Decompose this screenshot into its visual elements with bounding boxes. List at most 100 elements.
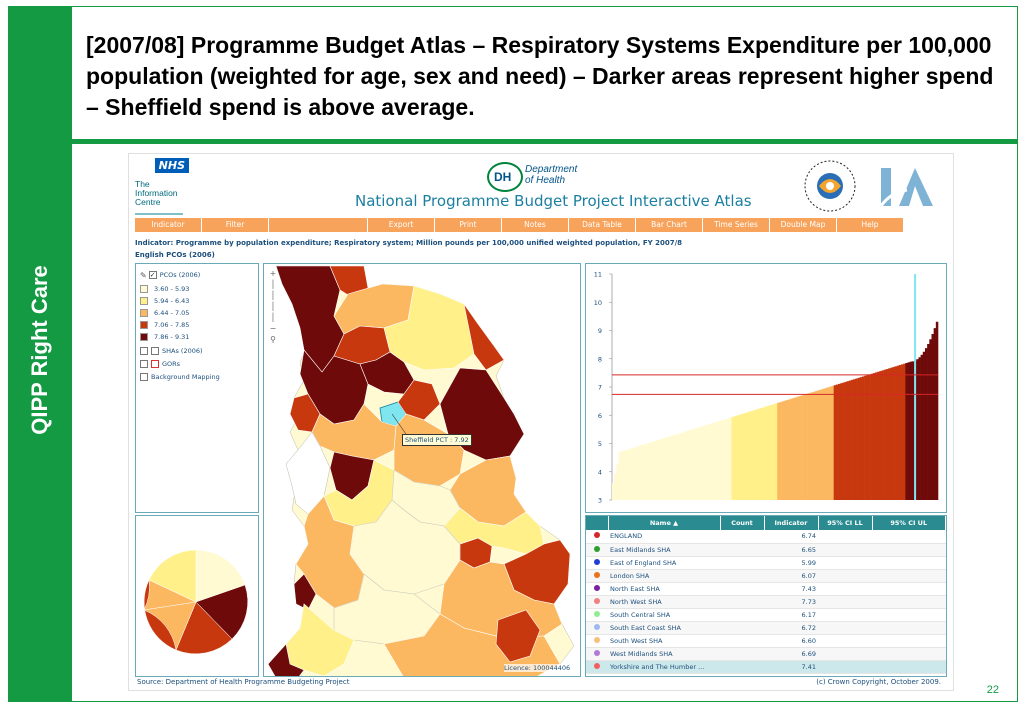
bar[interactable] (714, 422, 717, 500)
column-header-count[interactable]: Count (720, 516, 765, 530)
bar[interactable] (818, 389, 821, 500)
pencil-icon[interactable]: ✎ (140, 270, 147, 280)
bar[interactable] (764, 406, 767, 500)
bar[interactable] (735, 415, 739, 500)
column-header-name[interactable]: Name ▲ (608, 516, 721, 530)
bar[interactable] (792, 398, 795, 500)
bar[interactable] (664, 437, 667, 500)
bar[interactable] (705, 424, 708, 500)
bar[interactable] (761, 407, 765, 500)
bar[interactable] (698, 427, 702, 500)
column-header-ci-ll[interactable]: 95% CI LL (818, 516, 873, 530)
bar[interactable] (733, 416, 737, 500)
legend-layer-background[interactable]: Background Mapping (140, 372, 220, 382)
zoom-slider[interactable]: │ (270, 291, 276, 300)
bar[interactable] (616, 464, 619, 500)
bar[interactable] (753, 410, 756, 500)
menu-filter[interactable]: Filter (202, 218, 268, 232)
bar[interactable] (772, 404, 776, 500)
bar[interactable] (870, 373, 874, 500)
bar[interactable] (627, 449, 630, 500)
bar[interactable] (701, 426, 704, 500)
bar[interactable] (853, 379, 856, 500)
bar[interactable] (612, 483, 615, 500)
menu-double-map[interactable]: Double Map (770, 218, 836, 232)
bar[interactable] (679, 433, 682, 500)
bar[interactable] (668, 436, 671, 500)
highlight-bar[interactable] (914, 274, 917, 500)
bar[interactable] (625, 449, 628, 500)
menu-bar-chart[interactable]: Bar Chart (636, 218, 702, 232)
bar[interactable] (681, 432, 685, 500)
bar[interactable] (890, 367, 893, 500)
table-row[interactable]: East of England SHA 5.99 (586, 556, 946, 570)
bar[interactable] (620, 451, 624, 500)
menu-help[interactable]: Help (837, 218, 903, 232)
bar[interactable] (777, 402, 780, 500)
legend-layer-row[interactable]: ✎ ✓ PCOs (2006) (140, 270, 200, 280)
table-row[interactable]: East Midlands SHA 6.65 (586, 543, 946, 557)
bar[interactable] (685, 431, 689, 500)
bar[interactable] (874, 372, 878, 500)
column-header-ci-ul[interactable]: 95% CI UL (872, 516, 946, 530)
menu-time-series[interactable]: Time Series (703, 218, 769, 232)
bar[interactable] (672, 435, 676, 500)
bar[interactable] (855, 378, 858, 500)
bar[interactable] (911, 361, 915, 500)
bar[interactable] (846, 381, 850, 500)
region-area[interactable] (495, 609, 541, 663)
bar[interactable] (877, 371, 880, 500)
bar[interactable] (646, 443, 650, 500)
checkbox[interactable] (140, 373, 148, 381)
bar[interactable] (657, 439, 661, 500)
bar[interactable] (927, 343, 930, 500)
bar[interactable] (907, 362, 911, 500)
bar[interactable] (820, 389, 824, 500)
zoom-in-icon[interactable]: + (269, 269, 277, 278)
bar[interactable] (848, 380, 852, 500)
bar[interactable] (720, 420, 724, 500)
bar[interactable] (833, 385, 837, 500)
bar[interactable] (827, 387, 830, 500)
column-header-indicator[interactable]: Indicator (764, 516, 819, 530)
bar[interactable] (829, 386, 832, 500)
bar[interactable] (901, 364, 904, 500)
checkbox[interactable] (140, 360, 148, 368)
zoom-out-icon[interactable]: − (269, 324, 277, 333)
table-row[interactable]: ENGLAND 6.74 (586, 530, 946, 544)
table-row[interactable]: London SHA 6.07 (586, 569, 946, 583)
bar[interactable] (918, 357, 921, 500)
zoom-slider[interactable]: │ (270, 302, 276, 311)
bar[interactable] (716, 421, 719, 500)
bar[interactable] (898, 364, 902, 500)
bar[interactable] (738, 414, 741, 500)
table-row[interactable]: West Midlands SHA 6.69 (586, 647, 946, 661)
bar[interactable] (775, 403, 778, 500)
bar[interactable] (796, 396, 800, 500)
bar[interactable] (790, 398, 793, 500)
bar[interactable] (805, 393, 808, 500)
bar[interactable] (785, 400, 789, 500)
bar[interactable] (896, 365, 900, 500)
bar[interactable] (692, 429, 695, 500)
bar[interactable] (748, 411, 752, 500)
bar[interactable] (857, 377, 861, 500)
bar[interactable] (633, 447, 637, 500)
bar[interactable] (744, 412, 748, 500)
table-row[interactable]: South East Coast SHA 6.72 (586, 621, 946, 635)
table-row[interactable]: North East SHA 7.43 (586, 582, 946, 596)
bar[interactable] (838, 383, 841, 500)
bar[interactable] (638, 445, 641, 500)
bar[interactable] (718, 420, 721, 500)
bar[interactable] (642, 444, 645, 500)
bar[interactable] (655, 440, 658, 500)
bar[interactable] (675, 434, 678, 500)
region-area[interactable] (293, 573, 317, 611)
bar[interactable] (635, 446, 639, 500)
bar[interactable] (727, 418, 730, 500)
menu-print[interactable]: Print (435, 218, 501, 232)
bar[interactable] (677, 433, 680, 500)
bar[interactable] (885, 369, 889, 500)
bar[interactable] (842, 382, 845, 500)
bar[interactable] (696, 427, 700, 500)
